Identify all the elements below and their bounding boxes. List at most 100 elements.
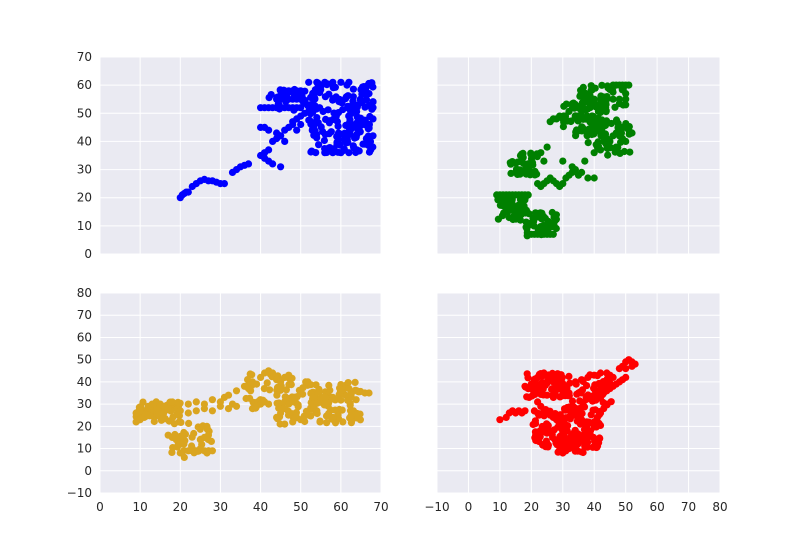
data-point <box>337 387 345 395</box>
data-point <box>570 403 578 411</box>
data-point <box>568 163 576 171</box>
data-point <box>559 123 568 131</box>
data-point <box>622 95 630 103</box>
data-point <box>305 116 313 124</box>
data-point <box>265 146 273 154</box>
x-tick-label: 70 <box>681 500 696 514</box>
y-tick-label: 10 <box>77 219 92 233</box>
data-point <box>176 407 184 415</box>
data-point <box>537 149 545 157</box>
data-point <box>625 81 633 89</box>
data-point <box>568 397 577 405</box>
data-point <box>584 373 592 381</box>
data-point <box>536 382 544 390</box>
data-point <box>204 431 212 439</box>
data-point <box>548 208 556 217</box>
data-point <box>265 94 273 102</box>
data-point <box>602 104 610 112</box>
data-point <box>329 149 337 157</box>
data-point <box>526 160 534 168</box>
y-tick-label: −10 <box>67 486 92 500</box>
data-point <box>548 385 556 393</box>
data-point <box>609 95 617 103</box>
data-point <box>244 385 253 393</box>
x-tick-label: 70 <box>373 500 388 514</box>
data-point <box>289 418 297 426</box>
data-point <box>265 126 273 134</box>
data-point <box>321 149 329 157</box>
data-point <box>584 139 592 147</box>
data-point <box>526 221 534 229</box>
data-point <box>601 121 610 130</box>
data-point <box>341 132 349 140</box>
data-point <box>536 427 544 435</box>
data-point <box>516 166 524 174</box>
data-point <box>341 95 350 103</box>
data-point <box>342 139 351 147</box>
subplot-bottom-right: −10 0 10 20 30 40 50 60 70 80 <box>424 292 728 514</box>
data-point <box>174 398 182 406</box>
data-point <box>325 117 334 125</box>
data-point <box>188 433 196 441</box>
data-point <box>531 209 540 217</box>
data-point <box>596 146 605 154</box>
data-point <box>500 209 508 217</box>
data-point <box>361 103 369 111</box>
data-point <box>622 373 630 381</box>
data-point <box>361 140 369 148</box>
data-point <box>353 103 361 111</box>
data-point <box>358 90 366 98</box>
data-point <box>208 396 216 404</box>
y-tick-label: 70 <box>77 308 92 322</box>
data-point <box>615 95 624 103</box>
data-point <box>628 129 636 137</box>
data-point <box>351 378 359 386</box>
subplot-top-left: 0 10 20 30 40 50 60 70 <box>77 50 382 261</box>
x-tick-label: 40 <box>253 500 268 514</box>
data-point <box>590 149 598 157</box>
data-point <box>581 98 590 106</box>
data-point <box>345 385 353 393</box>
data-point <box>560 102 568 110</box>
data-point <box>590 174 598 182</box>
y-tick-label: 60 <box>77 330 92 344</box>
data-point <box>626 148 634 156</box>
data-point <box>612 116 621 124</box>
data-point <box>293 126 301 134</box>
data-point <box>369 115 377 123</box>
plot-area <box>437 57 720 254</box>
data-point <box>170 420 178 428</box>
data-point <box>540 157 548 165</box>
scatter-series <box>132 367 373 461</box>
data-point <box>587 86 595 94</box>
data-point <box>136 407 144 415</box>
data-point <box>232 402 241 410</box>
data-point <box>574 112 583 120</box>
data-point <box>604 144 612 153</box>
data-point <box>315 388 323 396</box>
data-point <box>323 419 331 427</box>
x-tick-label: 60 <box>649 500 664 514</box>
data-point <box>524 191 532 199</box>
data-point <box>160 402 168 410</box>
y-tick-label: 60 <box>77 78 92 92</box>
data-point <box>328 415 336 423</box>
data-point <box>584 433 592 441</box>
data-point <box>587 394 596 402</box>
data-point <box>305 78 313 86</box>
data-point <box>544 421 552 430</box>
data-point <box>612 143 620 151</box>
data-point <box>507 169 515 177</box>
data-point <box>563 403 571 412</box>
data-point <box>556 411 564 419</box>
data-point <box>246 394 254 402</box>
data-point <box>289 120 297 129</box>
data-point <box>551 217 559 225</box>
x-tick-label: 0 <box>465 500 473 514</box>
data-point <box>316 104 324 112</box>
data-point <box>590 371 598 379</box>
subplot-bottom-left: 0 10 20 30 40 50 60 70 −10 0 10 20 30 40 50 60 70 80 <box>67 286 389 514</box>
data-point <box>588 129 596 138</box>
